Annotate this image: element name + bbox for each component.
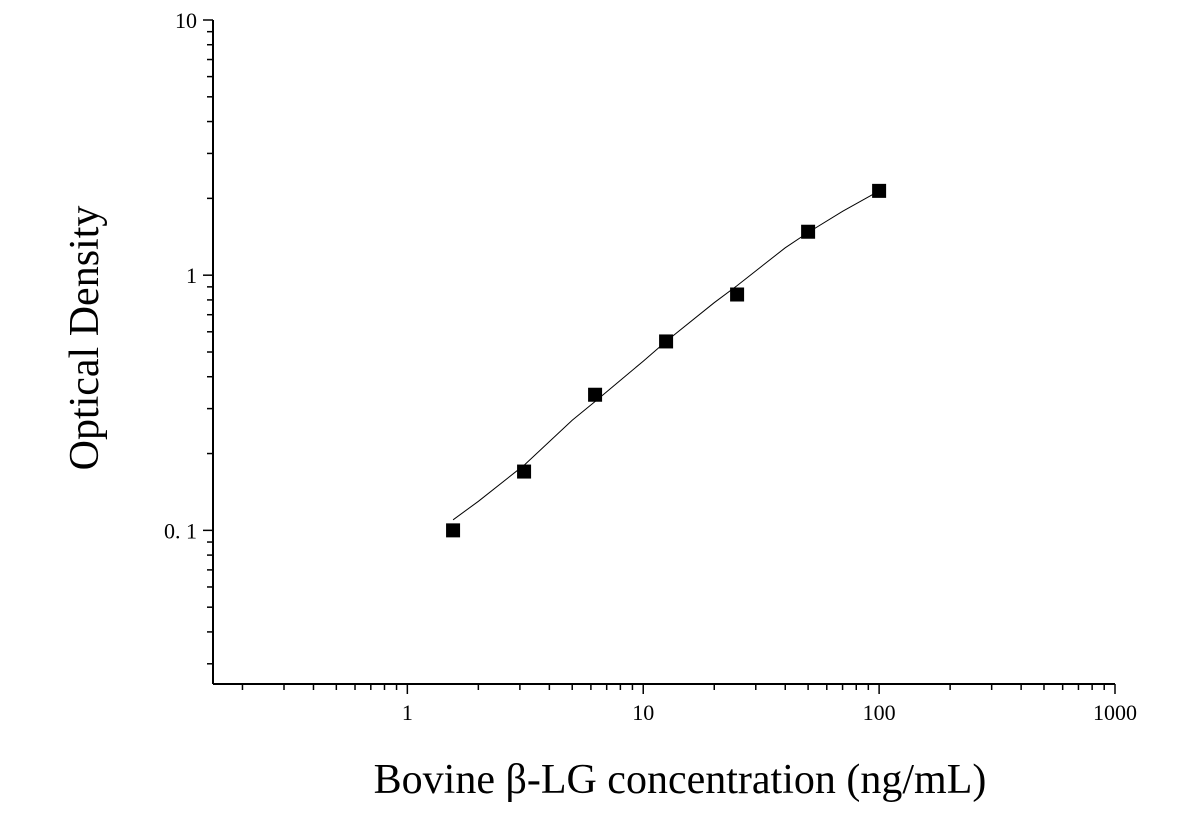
data-point bbox=[730, 287, 745, 302]
data-point bbox=[517, 464, 532, 479]
y-axis-title: Optical Density bbox=[62, 206, 108, 471]
data-point bbox=[659, 334, 674, 349]
y-tick-label: 0. 1 bbox=[164, 518, 197, 543]
x-tick-label: 10 bbox=[632, 700, 654, 725]
y-tick-label: 1 bbox=[186, 263, 197, 288]
y-tick-label: 10 bbox=[175, 8, 197, 33]
axes: 1 10 100 1000 0. 1 1 10 bbox=[164, 8, 1137, 725]
data-point bbox=[872, 183, 887, 198]
x-tick-label: 1 bbox=[402, 700, 413, 725]
fit-curve bbox=[452, 190, 880, 521]
x-tick-label: 100 bbox=[863, 700, 896, 725]
data-point bbox=[801, 224, 816, 239]
x-axis-title: Bovine β-LG concentration (ng/mL) bbox=[374, 757, 987, 803]
data-points bbox=[446, 183, 887, 538]
data-point bbox=[446, 523, 461, 538]
data-point bbox=[588, 387, 603, 402]
x-tick-label: 1000 bbox=[1093, 700, 1137, 725]
fit-curve-layer bbox=[452, 190, 880, 521]
